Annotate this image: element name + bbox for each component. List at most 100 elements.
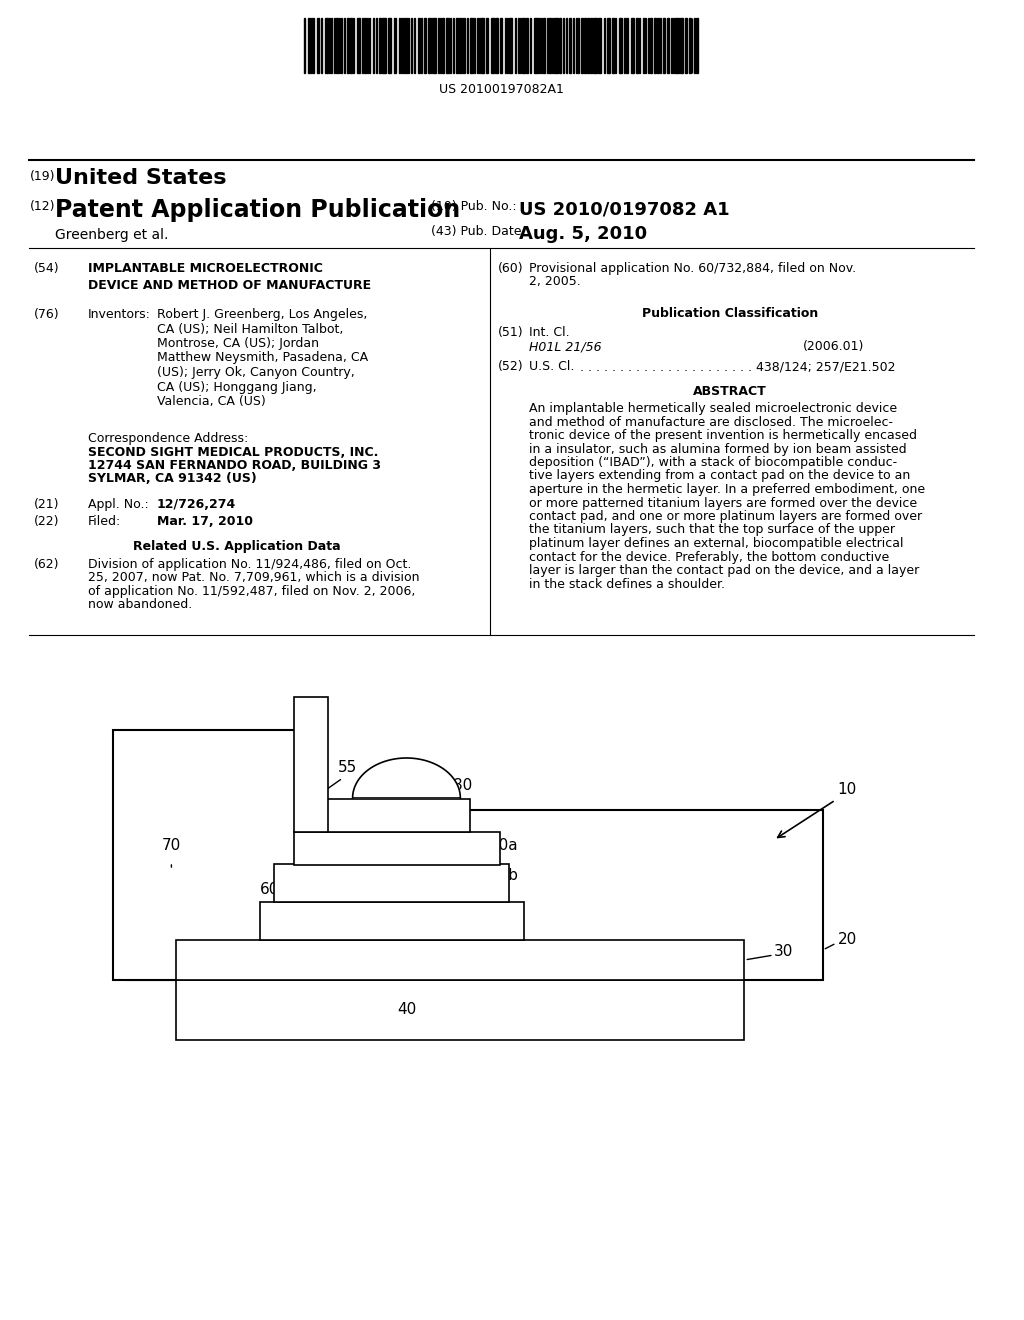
Text: (76): (76) <box>34 308 60 321</box>
Bar <box>388 18 391 73</box>
Bar <box>650 18 652 73</box>
Polygon shape <box>352 758 461 799</box>
Text: Int. Cl.: Int. Cl. <box>529 326 569 339</box>
Bar <box>336 18 338 73</box>
Text: Robert J. Greenberg, Los Angeles,: Robert J. Greenberg, Los Angeles, <box>157 308 367 321</box>
Bar <box>307 18 309 73</box>
Bar <box>667 18 669 73</box>
Bar <box>457 18 459 73</box>
Bar <box>543 18 545 73</box>
Text: 10: 10 <box>838 783 857 797</box>
Text: CA (US); Neil Hamilton Talbot,: CA (US); Neil Hamilton Talbot, <box>157 322 343 335</box>
Text: (10) Pub. No.:: (10) Pub. No.: <box>431 201 516 213</box>
Bar <box>379 18 381 73</box>
Bar <box>470 18 473 73</box>
Bar <box>326 18 328 73</box>
Bar <box>636 18 638 73</box>
Text: Inventors:: Inventors: <box>88 308 151 321</box>
Text: 80: 80 <box>453 777 472 792</box>
Text: 40: 40 <box>397 1002 416 1018</box>
Text: 12744 SAN FERNANDO ROAD, BUILDING 3: 12744 SAN FERNANDO ROAD, BUILDING 3 <box>88 459 381 473</box>
Text: Related U.S. Application Data: Related U.S. Application Data <box>133 540 341 553</box>
Text: ABSTRACT: ABSTRACT <box>693 385 767 399</box>
Text: (54): (54) <box>34 261 60 275</box>
Text: in a insulator, such as alumina formed by ion beam assisted: in a insulator, such as alumina formed b… <box>529 442 906 455</box>
Text: 60b: 60b <box>260 917 289 932</box>
Text: deposition (“IBAD”), with a stack of biocompatible conduc-: deposition (“IBAD”), with a stack of bio… <box>529 455 897 469</box>
Text: now abandoned.: now abandoned. <box>88 598 193 611</box>
Text: contact pad, and one or more platinum layers are formed over: contact pad, and one or more platinum la… <box>529 510 922 523</box>
Bar <box>485 18 487 73</box>
Bar <box>356 18 360 73</box>
Text: tronic device of the present invention is hermetically encased: tronic device of the present invention i… <box>529 429 916 442</box>
Bar <box>418 18 420 73</box>
Bar <box>680 18 683 73</box>
Text: Valencia, CA (US): Valencia, CA (US) <box>157 395 265 408</box>
Bar <box>394 18 395 73</box>
Bar <box>113 730 304 979</box>
Text: (52): (52) <box>498 360 523 374</box>
Text: Division of application No. 11/924,486, filed on Oct.: Division of application No. 11/924,486, … <box>88 558 412 572</box>
Text: 70: 70 <box>162 837 181 853</box>
Text: 60a: 60a <box>260 883 289 898</box>
Text: (19): (19) <box>30 170 55 183</box>
Text: 12/726,274: 12/726,274 <box>157 498 236 511</box>
Text: US 2010/0197082 A1: US 2010/0197082 A1 <box>519 201 730 218</box>
Text: 25, 2007, now Pat. No. 7,709,961, which is a division: 25, 2007, now Pat. No. 7,709,961, which … <box>88 572 420 585</box>
Text: U.S. Cl.: U.S. Cl. <box>529 360 574 374</box>
Text: An implantable hermetically sealed microelectronic device: An implantable hermetically sealed micro… <box>529 403 897 414</box>
Text: 50a: 50a <box>489 837 518 853</box>
Text: Correspondence Address:: Correspondence Address: <box>88 432 249 445</box>
Text: (60): (60) <box>498 261 523 275</box>
Bar <box>274 865 509 902</box>
Text: (21): (21) <box>34 498 59 511</box>
Text: or more patterned titanium layers are formed over the device: or more patterned titanium layers are fo… <box>529 496 918 510</box>
Bar <box>176 979 744 1040</box>
Bar <box>509 18 512 73</box>
Text: Appl. No.:: Appl. No.: <box>88 498 148 511</box>
Bar <box>365 18 367 73</box>
Text: 20: 20 <box>838 932 857 948</box>
Bar <box>675 18 679 73</box>
Text: 90: 90 <box>396 760 416 776</box>
Bar <box>590 18 592 73</box>
Bar <box>587 18 589 73</box>
Bar <box>500 18 503 73</box>
Text: Greenberg et al.: Greenberg et al. <box>55 228 168 242</box>
Bar <box>534 18 538 73</box>
Text: (12): (12) <box>30 201 55 213</box>
Text: tive layers extending from a contact pad on the device to an: tive layers extending from a contact pad… <box>529 470 910 483</box>
Text: Montrose, CA (US); Jordan: Montrose, CA (US); Jordan <box>157 337 318 350</box>
Text: CA (US); Honggang Jiang,: CA (US); Honggang Jiang, <box>157 380 316 393</box>
Bar <box>460 18 462 73</box>
Bar <box>569 18 571 73</box>
Text: (22): (22) <box>34 515 59 528</box>
Text: IMPLANTABLE MICROELECTRONIC
DEVICE AND METHOD OF MANUFACTURE: IMPLANTABLE MICROELECTRONIC DEVICE AND M… <box>88 261 372 292</box>
Text: (51): (51) <box>498 326 523 339</box>
Bar <box>593 18 596 73</box>
Bar <box>294 832 500 865</box>
Bar <box>612 18 614 73</box>
Text: 55: 55 <box>338 760 357 776</box>
Bar <box>404 18 408 73</box>
Bar <box>607 18 610 73</box>
Bar <box>453 18 455 73</box>
Text: 50b: 50b <box>489 867 519 883</box>
Text: (43) Pub. Date:: (43) Pub. Date: <box>431 224 525 238</box>
Text: Publication Classification: Publication Classification <box>642 308 818 319</box>
Text: (US); Jerry Ok, Canyon Country,: (US); Jerry Ok, Canyon Country, <box>157 366 354 379</box>
Text: Provisional application No. 60/732,884, filed on Nov.: Provisional application No. 60/732,884, … <box>529 261 856 275</box>
Text: H01L 21/56: H01L 21/56 <box>529 341 601 352</box>
Bar <box>631 18 634 73</box>
Bar <box>654 18 656 73</box>
Text: 30: 30 <box>774 945 794 960</box>
Bar <box>127 810 822 979</box>
Bar <box>490 18 494 73</box>
Bar <box>324 799 470 832</box>
Text: SYLMAR, CA 91342 (US): SYLMAR, CA 91342 (US) <box>88 473 257 484</box>
Bar <box>382 18 386 73</box>
Text: Mar. 17, 2010: Mar. 17, 2010 <box>157 515 253 528</box>
Bar <box>495 18 498 73</box>
Bar <box>259 902 524 940</box>
Bar <box>581 18 583 73</box>
